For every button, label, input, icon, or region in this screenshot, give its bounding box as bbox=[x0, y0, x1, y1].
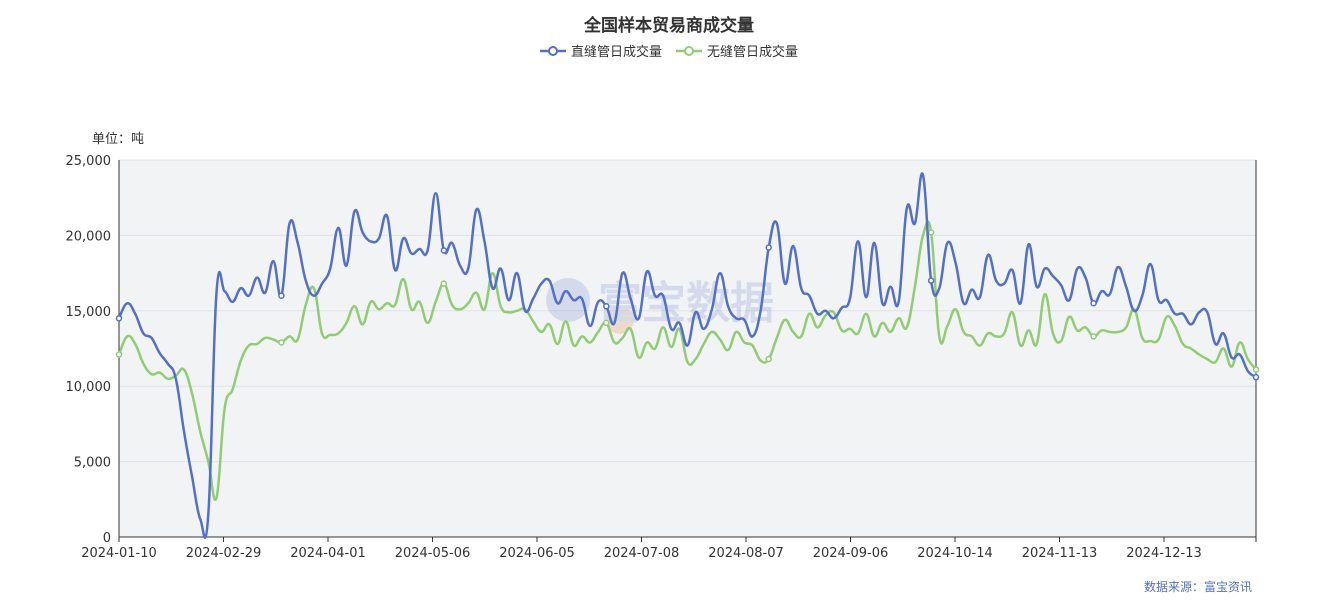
series-point-0 bbox=[1090, 300, 1097, 307]
series-point-0 bbox=[278, 292, 285, 299]
series-point-0 bbox=[603, 303, 610, 310]
y-tick-label: 25,000 bbox=[66, 154, 112, 169]
x-tick-label: 2024-07-08 bbox=[604, 546, 680, 561]
y-tick-label: 5,000 bbox=[74, 456, 111, 471]
series-point-1 bbox=[765, 355, 772, 363]
series-point-0 bbox=[765, 244, 772, 251]
y-tick-label: 15,000 bbox=[66, 305, 112, 320]
x-axis-ticks: 2024-01-10 2024-02-29 2024-04-01 2024-05-06… bbox=[81, 537, 1257, 561]
legend[interactable]: 直缝管日成交量 无缝管日成交量 bbox=[0, 41, 1338, 60]
y-tick-label: 0 bbox=[103, 531, 111, 546]
legend-marker-seamed-icon bbox=[539, 45, 566, 56]
watermark-logo-icon bbox=[546, 278, 590, 322]
series-line-0 bbox=[117, 172, 1257, 539]
x-tick-label: 2024-04-01 bbox=[290, 546, 366, 561]
x-tick-label: 2024-12-13 bbox=[1126, 546, 1202, 561]
grid-lines bbox=[119, 159, 1256, 463]
y-axis-ticks: 0 5,000 10,000 15,000 20,000 25,000 bbox=[66, 154, 112, 546]
chart-title: 全国样本贸易商成交量 bbox=[584, 16, 754, 36]
series-point-0 bbox=[927, 277, 935, 284]
x-tick-label: 2024-01-10 bbox=[81, 546, 157, 561]
x-tick-label: 2024-11-13 bbox=[1022, 546, 1098, 561]
y-axis-unit: 单位：吨 bbox=[92, 132, 145, 147]
legend-label-seamless: 无缝管日成交量 bbox=[707, 45, 799, 60]
y-tick-label: 20,000 bbox=[66, 229, 112, 244]
legend-item-seamless[interactable]: 无缝管日成交量 bbox=[676, 41, 798, 60]
x-tick-label: 2024-05-06 bbox=[395, 546, 471, 561]
x-tick-label: 2024-06-05 bbox=[499, 546, 575, 561]
series-point-1 bbox=[927, 229, 935, 236]
series-point-0 bbox=[440, 247, 448, 254]
series-line-1 bbox=[117, 220, 1257, 502]
plot-background bbox=[119, 160, 1256, 537]
series-point-1 bbox=[603, 319, 610, 327]
watermark-logo-dot-icon bbox=[606, 306, 634, 334]
legend-marker-seamless-icon bbox=[676, 45, 702, 56]
x-tick-label: 2024-08-07 bbox=[708, 546, 784, 561]
series-point-1 bbox=[1252, 366, 1260, 373]
source-note: 数据来源：富宝资讯 bbox=[1143, 580, 1252, 594]
x-tick-label: 2024-10-14 bbox=[917, 546, 993, 561]
series-point-1 bbox=[278, 339, 285, 346]
y-tick-label: 10,000 bbox=[66, 380, 112, 395]
legend-item-seamed[interactable]: 直缝管日成交量 bbox=[539, 41, 662, 60]
series-point-1 bbox=[1090, 333, 1097, 340]
x-tick-label: 2024-09-06 bbox=[813, 546, 889, 561]
series-point-0 bbox=[1252, 373, 1260, 381]
series-point-0 bbox=[115, 315, 123, 322]
series-point-1 bbox=[115, 351, 123, 358]
series-point-1 bbox=[440, 280, 448, 287]
x-tick-label: 2024-02-29 bbox=[186, 546, 262, 561]
watermark-text: 富宝数据 bbox=[598, 278, 774, 329]
series-lines bbox=[115, 172, 1260, 539]
legend-label-seamed: 直缝管日成交量 bbox=[570, 45, 662, 60]
